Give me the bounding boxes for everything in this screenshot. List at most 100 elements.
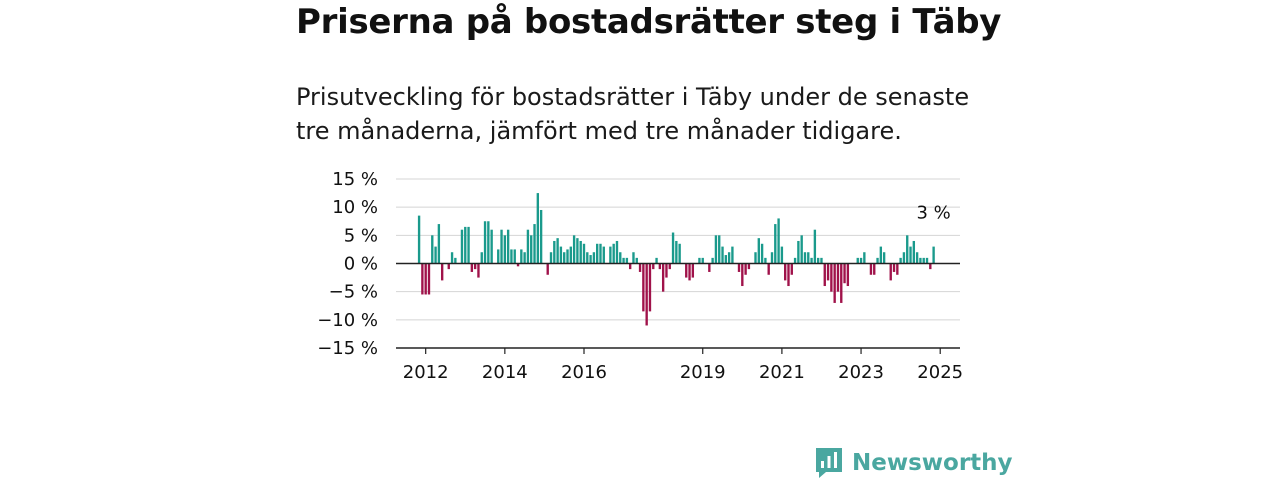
bar <box>688 263 691 281</box>
bar <box>661 263 665 292</box>
bar <box>856 257 859 264</box>
bar <box>655 257 658 264</box>
bar <box>566 249 569 264</box>
y-tick-label: −5 % <box>329 282 378 303</box>
bar <box>431 235 434 264</box>
bar <box>490 229 493 264</box>
x-tick-label: 2023 <box>838 362 884 383</box>
bar <box>503 235 507 264</box>
bar <box>569 246 572 264</box>
bar <box>513 249 516 264</box>
bar <box>777 218 780 264</box>
bar <box>800 235 803 264</box>
bar <box>473 263 477 270</box>
newsworthy-logo-icon <box>816 448 842 478</box>
newsworthy-logo: Newsworthy <box>814 446 1013 480</box>
bar <box>718 235 721 264</box>
bar <box>731 246 734 264</box>
bar <box>526 229 530 264</box>
bar <box>741 263 744 287</box>
bar <box>708 263 711 272</box>
x-tick-label: 2012 <box>403 362 449 383</box>
bar <box>533 224 536 264</box>
bar <box>440 263 444 281</box>
bar <box>784 263 787 281</box>
y-tick-label: 0 % <box>344 254 378 275</box>
bar <box>757 238 760 264</box>
bar <box>843 263 846 284</box>
y-tick-label: 5 % <box>344 225 378 246</box>
bar <box>665 263 668 278</box>
x-tick-label: 2019 <box>680 362 726 383</box>
bar <box>648 263 652 312</box>
bar <box>863 252 866 264</box>
bar <box>556 238 559 264</box>
bar <box>830 263 833 292</box>
bar <box>764 257 767 264</box>
chart-subtitle: Prisutveckling för bostadsrätter i Täby … <box>296 83 970 145</box>
bar <box>879 246 883 264</box>
bar <box>889 263 892 281</box>
bar <box>803 252 807 264</box>
bar <box>869 263 873 275</box>
x-tick-label: 2014 <box>482 362 528 383</box>
bar <box>909 246 912 264</box>
y-tick-label: 10 % <box>332 197 378 218</box>
bar <box>592 252 596 264</box>
bar <box>450 252 454 264</box>
bar <box>780 246 784 264</box>
bar <box>701 257 704 264</box>
bar <box>622 257 625 264</box>
bar <box>727 252 731 264</box>
bar <box>892 263 896 272</box>
bar <box>906 235 909 264</box>
bar <box>668 263 671 270</box>
bar <box>836 263 840 292</box>
bar <box>549 252 553 264</box>
bar <box>424 263 427 295</box>
x-tick-label: 2021 <box>759 362 805 383</box>
bar <box>840 263 843 303</box>
bar <box>546 263 549 275</box>
bar <box>882 252 886 264</box>
bar <box>685 263 688 278</box>
bar <box>675 240 678 264</box>
bar <box>470 263 474 272</box>
bar <box>582 243 586 264</box>
bar <box>698 257 701 264</box>
bar <box>724 255 728 264</box>
bar <box>454 257 457 264</box>
bar <box>447 263 450 270</box>
bar <box>427 263 431 295</box>
bar <box>658 263 662 270</box>
bar <box>820 257 823 264</box>
bar <box>744 263 747 275</box>
bar <box>619 252 622 264</box>
bar <box>737 263 741 272</box>
bar <box>467 226 470 264</box>
bar <box>523 252 526 264</box>
bar <box>714 235 718 264</box>
bar <box>787 263 790 287</box>
page-title: Priserna på bostadsrätter steg i Täby <box>296 2 1002 42</box>
bar <box>826 263 830 281</box>
bar <box>434 246 437 264</box>
bar <box>536 193 540 264</box>
bar <box>421 263 424 295</box>
bar <box>642 263 645 312</box>
bar <box>912 240 916 264</box>
y-tick-label: 15 % <box>332 169 378 190</box>
bar <box>497 249 500 264</box>
bar <box>602 246 605 264</box>
bar <box>589 255 592 264</box>
bar <box>487 221 490 264</box>
bar <box>754 252 757 264</box>
bar <box>625 257 629 264</box>
bar <box>896 263 899 275</box>
bar <box>599 243 602 264</box>
bar <box>483 221 487 264</box>
bar <box>615 240 619 264</box>
bar <box>586 252 589 264</box>
bar <box>823 263 826 287</box>
